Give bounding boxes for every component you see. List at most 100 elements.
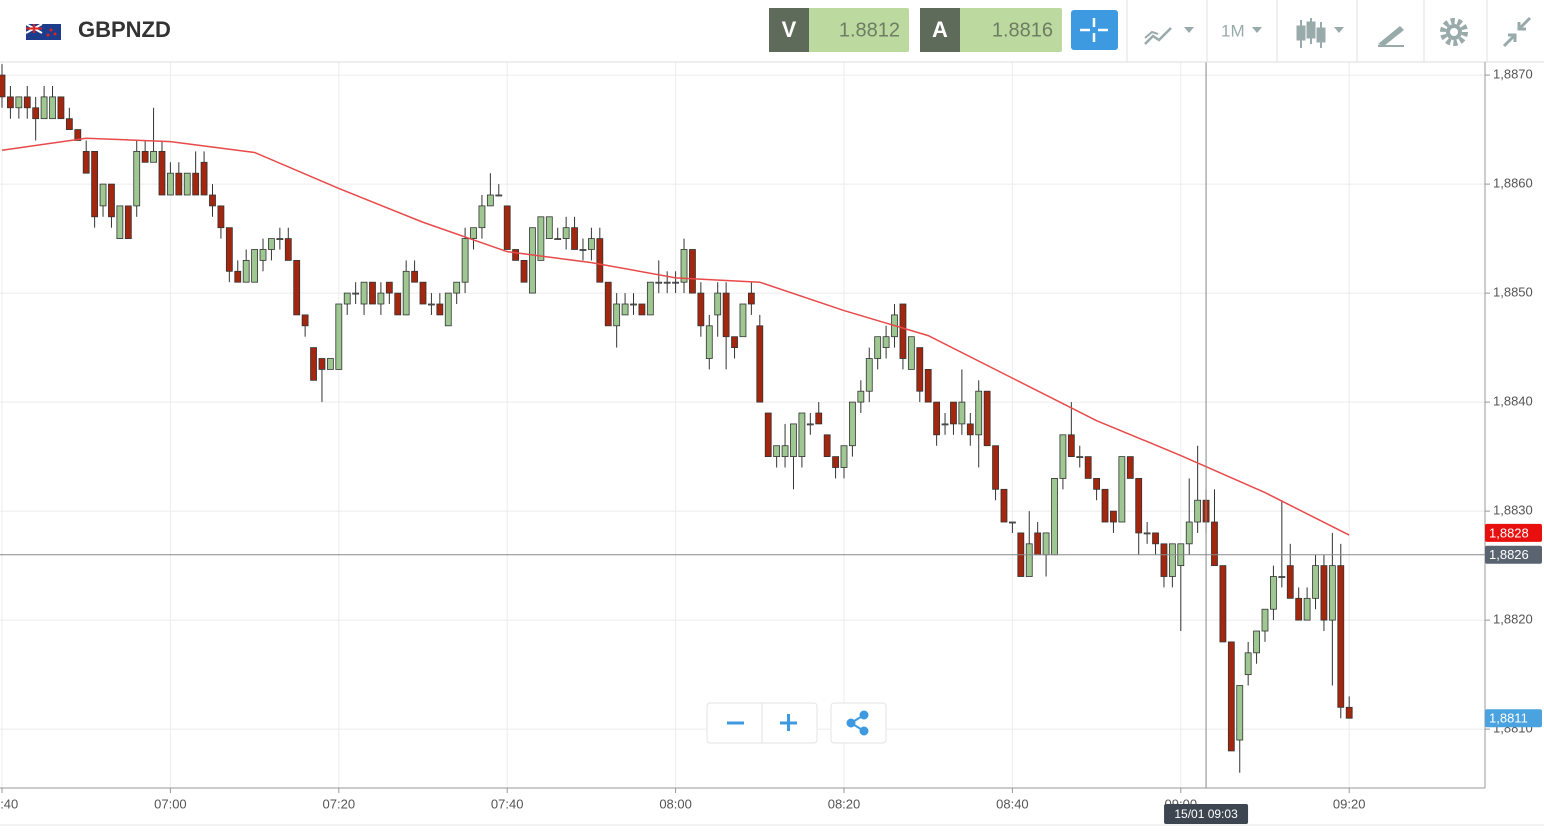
candle-body [259, 249, 267, 261]
candle-body [49, 96, 56, 120]
candle-body [638, 303, 646, 316]
candle-body [958, 401, 966, 425]
candle-body [857, 390, 865, 403]
candle-body [57, 96, 65, 120]
candle-body [74, 129, 82, 141]
candle-body [82, 150, 90, 174]
candle-body [1042, 532, 1050, 556]
candle-body [882, 336, 890, 349]
candle-body [1278, 576, 1286, 578]
crosshair-time: 15/01 09:03 [1174, 807, 1238, 821]
bid-price: 1.8812 [839, 19, 900, 41]
ask-label: A [932, 17, 948, 42]
plot-area [0, 62, 1485, 788]
candle-body [419, 281, 427, 305]
candle-body [99, 183, 107, 207]
ask-button[interactable]: A 1.8816 [920, 8, 1062, 52]
timeframe-button[interactable]: 1M [1221, 21, 1262, 40]
candle-body [1270, 576, 1277, 610]
candle-body [234, 270, 242, 283]
candle-body [1328, 565, 1336, 621]
candle-body [1101, 488, 1109, 523]
chart-type-button[interactable] [1144, 27, 1194, 45]
candle-body [764, 412, 772, 458]
candle-body [1118, 456, 1126, 523]
y-tick-label: 1,8840 [1493, 394, 1533, 409]
candle-body [217, 205, 225, 229]
candle-body [1244, 652, 1252, 676]
candle-body [15, 96, 23, 109]
candle-body [166, 172, 174, 196]
candle-body [192, 172, 200, 196]
zoom-in-button[interactable] [780, 714, 797, 731]
candle-style-button[interactable] [1296, 18, 1344, 48]
candle-body [7, 96, 14, 109]
candle-body [436, 303, 444, 316]
candle-body [124, 205, 132, 239]
candle-body [907, 336, 915, 370]
price-tag-label: 1,8811 [1489, 711, 1528, 726]
candle-body [503, 205, 511, 250]
candle-body [293, 259, 301, 316]
x-tick-label: 07:00 [154, 796, 187, 811]
candle-body [1034, 532, 1042, 556]
x-tick-label: 06:40 [0, 796, 18, 811]
candle-body [1261, 608, 1269, 632]
x-tick-label: 08:00 [659, 796, 692, 811]
zoom-controls [706, 702, 887, 744]
x-tick-label: 07:20 [323, 796, 356, 811]
candle-body [352, 292, 360, 295]
candle-body [23, 96, 31, 109]
flag [25, 23, 61, 40]
price-tag-label: 1,8826 [1489, 547, 1529, 562]
candle-body [832, 456, 839, 468]
price-tag [1485, 709, 1542, 728]
collapse-button[interactable] [1502, 16, 1532, 48]
drawing-tools-button[interactable] [1378, 26, 1404, 47]
candle-body [933, 401, 941, 436]
candle-body [705, 325, 713, 359]
candle-body [377, 292, 385, 305]
candle-body [276, 238, 284, 240]
candle-body [183, 172, 191, 196]
candle-body [175, 172, 183, 196]
candle-body [1059, 434, 1067, 479]
candle-body [1009, 521, 1016, 524]
candle-body [1168, 543, 1176, 577]
candle-body [343, 292, 351, 305]
candle-body [874, 336, 882, 359]
candle-body [781, 445, 789, 458]
candle-body [899, 303, 907, 359]
candle-body [646, 281, 654, 316]
candle-body [756, 325, 764, 403]
candle-body [1093, 478, 1100, 490]
share-button[interactable] [846, 710, 869, 736]
settings-button[interactable] [1440, 18, 1468, 46]
candle-body [537, 216, 545, 261]
candle-body [1067, 434, 1075, 458]
candle-body [1152, 532, 1159, 545]
candle-body [714, 292, 722, 316]
candle-body [369, 281, 376, 305]
candle-body [613, 303, 621, 327]
series-layer [0, 62, 1485, 788]
candle-body [360, 281, 368, 305]
crosshair-button[interactable] [1071, 10, 1118, 50]
candle-body [1051, 478, 1058, 556]
candle-body [0, 74, 6, 98]
candle-body [1253, 630, 1260, 654]
candle-body [588, 238, 595, 250]
candle-body [1286, 565, 1294, 599]
candle-body [975, 390, 983, 436]
bid-button[interactable]: V 1.8812 [769, 8, 909, 52]
candle-body [284, 238, 292, 261]
candle-body [520, 259, 528, 283]
candle-body [1211, 521, 1218, 567]
candle-body [158, 150, 166, 196]
moving-average [1, 137, 1350, 536]
candle-body [1076, 456, 1084, 459]
candle-body [242, 259, 250, 283]
candle-body [310, 347, 317, 381]
candle-body [133, 150, 141, 207]
